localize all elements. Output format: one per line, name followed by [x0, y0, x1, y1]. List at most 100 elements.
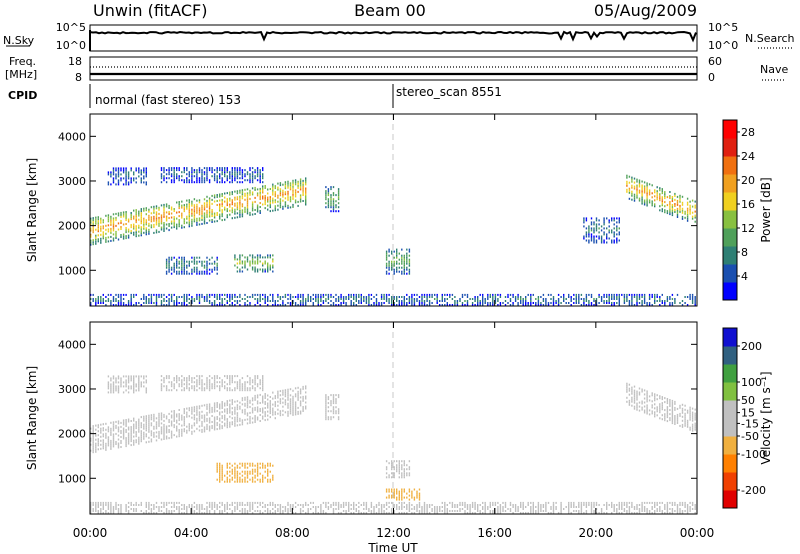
echo-cell: [246, 398, 249, 401]
freq-label-line1: Freq.: [9, 55, 36, 68]
echo-cell: [578, 501, 580, 504]
echo-cell: [256, 258, 259, 261]
echo-cell: [110, 421, 112, 424]
echo-cell: [575, 506, 577, 508]
echo-cell: [471, 504, 474, 506]
echo-cell: [590, 235, 593, 238]
echo-cell: [418, 492, 421, 495]
echo-cell: [654, 203, 656, 206]
echo-cell: [221, 173, 223, 176]
echo-cell: [284, 197, 287, 200]
echo-cell: [117, 420, 120, 423]
echo-cell: [669, 201, 671, 203]
echo-cell: [226, 426, 228, 429]
echo-cell: [236, 169, 239, 172]
echo-cell: [403, 501, 405, 504]
echo-cell: [138, 385, 140, 388]
echo-cell: [97, 222, 99, 225]
echo-cell: [150, 226, 153, 229]
echo-cell: [163, 381, 165, 384]
echo-cell: [173, 173, 175, 176]
echo-cell: [95, 510, 97, 512]
echo-cell: [183, 416, 185, 419]
echo-cell: [145, 207, 147, 210]
echo-cell: [213, 196, 216, 199]
echo-cell: [100, 435, 102, 438]
echo-cell: [163, 434, 165, 436]
echo-cell: [446, 302, 448, 304]
echo-cell: [580, 504, 583, 506]
echo-cell: [251, 468, 254, 471]
echo-cell: [183, 512, 185, 514]
echo-cell: [150, 416, 153, 419]
echo-cell: [325, 198, 327, 201]
echo-cell: [332, 410, 335, 413]
echo-cell: [337, 194, 340, 197]
echo-cell: [259, 402, 261, 404]
echo-cell: [411, 508, 413, 510]
echo-cell: [105, 436, 107, 439]
echo-cell: [299, 182, 302, 185]
echo-cell: [638, 183, 641, 186]
echo-cell: [254, 169, 256, 172]
echo-cell: [92, 217, 94, 220]
echo-cell: [406, 256, 408, 259]
echo-cell: [525, 304, 527, 306]
echo-cell: [188, 217, 190, 220]
echo-cell: [196, 177, 198, 180]
echo-cell: [241, 508, 244, 510]
echo-cell: [262, 387, 264, 390]
echo-cell: [219, 169, 221, 172]
echo-cell: [100, 229, 102, 232]
power-heatmap-cells: [90, 167, 696, 306]
echo-cell: [560, 504, 562, 506]
echo-cell: [105, 510, 107, 512]
echo-cell: [95, 304, 97, 306]
echo-cell: [267, 196, 269, 199]
echo-cell: [97, 426, 99, 429]
echo-cell: [332, 194, 335, 197]
echo-cell: [600, 298, 603, 300]
echo-cell: [92, 427, 94, 430]
echo-cell: [178, 423, 180, 426]
echo-cell: [236, 412, 239, 415]
echo-cell: [264, 256, 266, 259]
echo-cell: [160, 383, 163, 386]
echo-cell: [618, 304, 620, 306]
echo-cell: [317, 293, 319, 296]
echo-cell: [380, 296, 383, 298]
echo-cell: [193, 260, 196, 263]
echo-cell: [251, 171, 254, 174]
echo-cell: [391, 262, 393, 265]
echo-cell: [135, 439, 137, 442]
echo-cell: [90, 302, 92, 304]
echo-cell: [148, 422, 150, 425]
echo-cell: [143, 419, 145, 422]
echo-cell: [552, 300, 555, 302]
echo-cell: [550, 512, 552, 514]
echo-cell: [264, 207, 266, 210]
echo-cell: [423, 508, 426, 510]
echo-cell: [216, 381, 218, 384]
echo-cell: [517, 506, 519, 508]
echo-cell: [578, 506, 580, 508]
echo-cell: [654, 191, 656, 194]
echo-cell: [229, 403, 231, 406]
echo-cell: [588, 239, 590, 242]
echo-cell: [393, 490, 395, 493]
echo-cell: [408, 488, 411, 491]
echo-cell: [112, 237, 115, 240]
echo-cell: [555, 508, 557, 510]
echo-cell: [555, 506, 557, 508]
echo-cell: [272, 209, 274, 212]
echo-cell: [145, 391, 147, 394]
echo-cell: [95, 238, 97, 241]
echo-cell: [292, 399, 294, 402]
echo-cell: [140, 234, 142, 237]
echo-cell: [112, 233, 115, 236]
echo-cell: [236, 476, 239, 479]
echo-cell: [135, 427, 137, 430]
echo-cell: [355, 300, 357, 302]
echo-cell: [140, 426, 142, 429]
echo-cell: [310, 300, 312, 302]
